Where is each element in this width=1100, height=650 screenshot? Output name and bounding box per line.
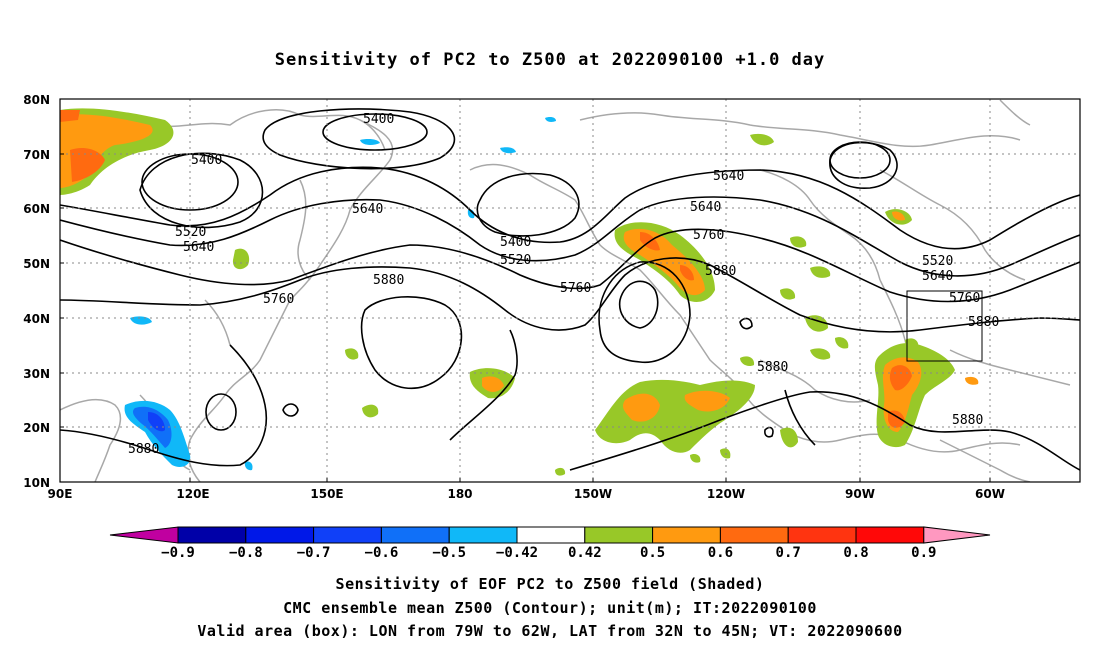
contour-label: 5880: [128, 442, 159, 457]
contour-label: 5880: [952, 413, 983, 428]
colorbar-segment: [245, 526, 315, 544]
figure-title: Sensitivity of PC2 to Z500 at 2022090100…: [274, 50, 826, 70]
colorbar-segment: [584, 526, 654, 544]
colorbar-label: −0.8: [229, 545, 263, 561]
valid-area-box: [906, 290, 983, 362]
contour-label: 5400: [191, 153, 222, 168]
lat-label: 40N: [23, 312, 50, 326]
colorbar-arrow-high: [923, 526, 991, 544]
contour-labels: 5400 5400 5400 5520 5520 5520 5640 5640 …: [128, 112, 999, 457]
colorbar-label: 0.9: [911, 545, 936, 561]
colorbar-label: −0.6: [365, 545, 399, 561]
contour-label: 5880: [705, 264, 736, 279]
grid-lines: [60, 99, 1080, 482]
contour-label: 5400: [363, 112, 394, 127]
map-frame: [59, 98, 1081, 483]
lon-axis: [59, 478, 991, 482]
lon-label: 150E: [310, 487, 343, 501]
contour-label: 5760: [949, 291, 980, 306]
colorbar-label: 0.5: [640, 545, 665, 561]
lon-label: 150W: [574, 487, 612, 501]
contour-label: 5640: [690, 200, 721, 215]
contour-label: 5640: [922, 269, 953, 284]
colorbar: −0.9 −0.8 −0.7 −0.6 −0.5 −0.42 0.42 0.5 0.6 0.7 0.…: [109, 526, 991, 561]
lon-label: 60W: [975, 487, 1005, 501]
caption-line-1: Sensitivity of EOF PC2 to Z500 field (Sh…: [335, 575, 765, 593]
lon-label: 180: [447, 487, 472, 501]
colorbar-arrow-low: [109, 526, 179, 544]
caption-line-2: CMC ensemble mean Z500 (Contour); unit(m…: [283, 599, 817, 617]
lat-label: 80N: [23, 93, 50, 107]
contour-label: 5640: [183, 240, 214, 255]
lat-axis: [60, 98, 64, 483]
contour-label: 5640: [352, 202, 383, 217]
colorbar-label: −0.9: [161, 545, 195, 561]
lat-label: 60N: [23, 202, 50, 216]
colorbar-segment: [787, 526, 857, 544]
colorbar-segment: [719, 526, 789, 544]
contour-label: 5760: [263, 292, 294, 307]
lon-labels: 90E 120E 150E 180 150W 120W 90W 60W: [48, 487, 1005, 501]
lon-label: 120W: [707, 487, 745, 501]
lat-label: 50N: [23, 257, 50, 271]
lat-label: 10N: [23, 476, 50, 490]
colorbar-label: 0.42: [568, 545, 602, 561]
lon-label: 120E: [176, 487, 209, 501]
colorbar-segment: [177, 526, 247, 544]
contour-label: 5880: [757, 360, 788, 375]
lat-labels: 80N 70N 60N 50N 40N 30N 20N 10N: [23, 93, 50, 490]
contour-label: 5520: [175, 225, 206, 240]
contour-label: 5520: [922, 254, 953, 269]
colorbar-segment: [448, 526, 518, 544]
lon-label: 90E: [48, 487, 73, 501]
contour-label: 5520: [500, 253, 531, 268]
colorbar-segment: [516, 526, 586, 544]
contour-label: 5760: [560, 281, 591, 296]
contour-label: 5760: [693, 228, 724, 243]
lon-label: 90W: [845, 487, 875, 501]
contour-label: 5880: [968, 315, 999, 330]
colorbar-label: 0.8: [843, 545, 868, 561]
colorbar-segment: [313, 526, 382, 544]
z500-contours: [60, 108, 1080, 471]
colorbar-segment: [380, 526, 450, 544]
contour-label: 5880: [373, 273, 404, 288]
lat-label: 70N: [23, 148, 50, 162]
contour-label: 5400: [500, 235, 531, 250]
colorbar-label: 0.7: [776, 545, 801, 561]
colorbar-label: 0.6: [708, 545, 733, 561]
colorbar-label: −0.42: [496, 545, 538, 561]
colorbar-label: −0.7: [297, 545, 331, 561]
colorbar-label: −0.5: [432, 545, 466, 561]
caption-line-3: Valid area (box): LON from 79W to 62W, L…: [197, 622, 903, 640]
contour-label: 5640: [713, 169, 744, 184]
lat-label: 20N: [23, 421, 50, 435]
colorbar-segment: [652, 526, 721, 544]
lat-label: 30N: [23, 367, 50, 381]
colorbar-segment: [855, 526, 925, 544]
